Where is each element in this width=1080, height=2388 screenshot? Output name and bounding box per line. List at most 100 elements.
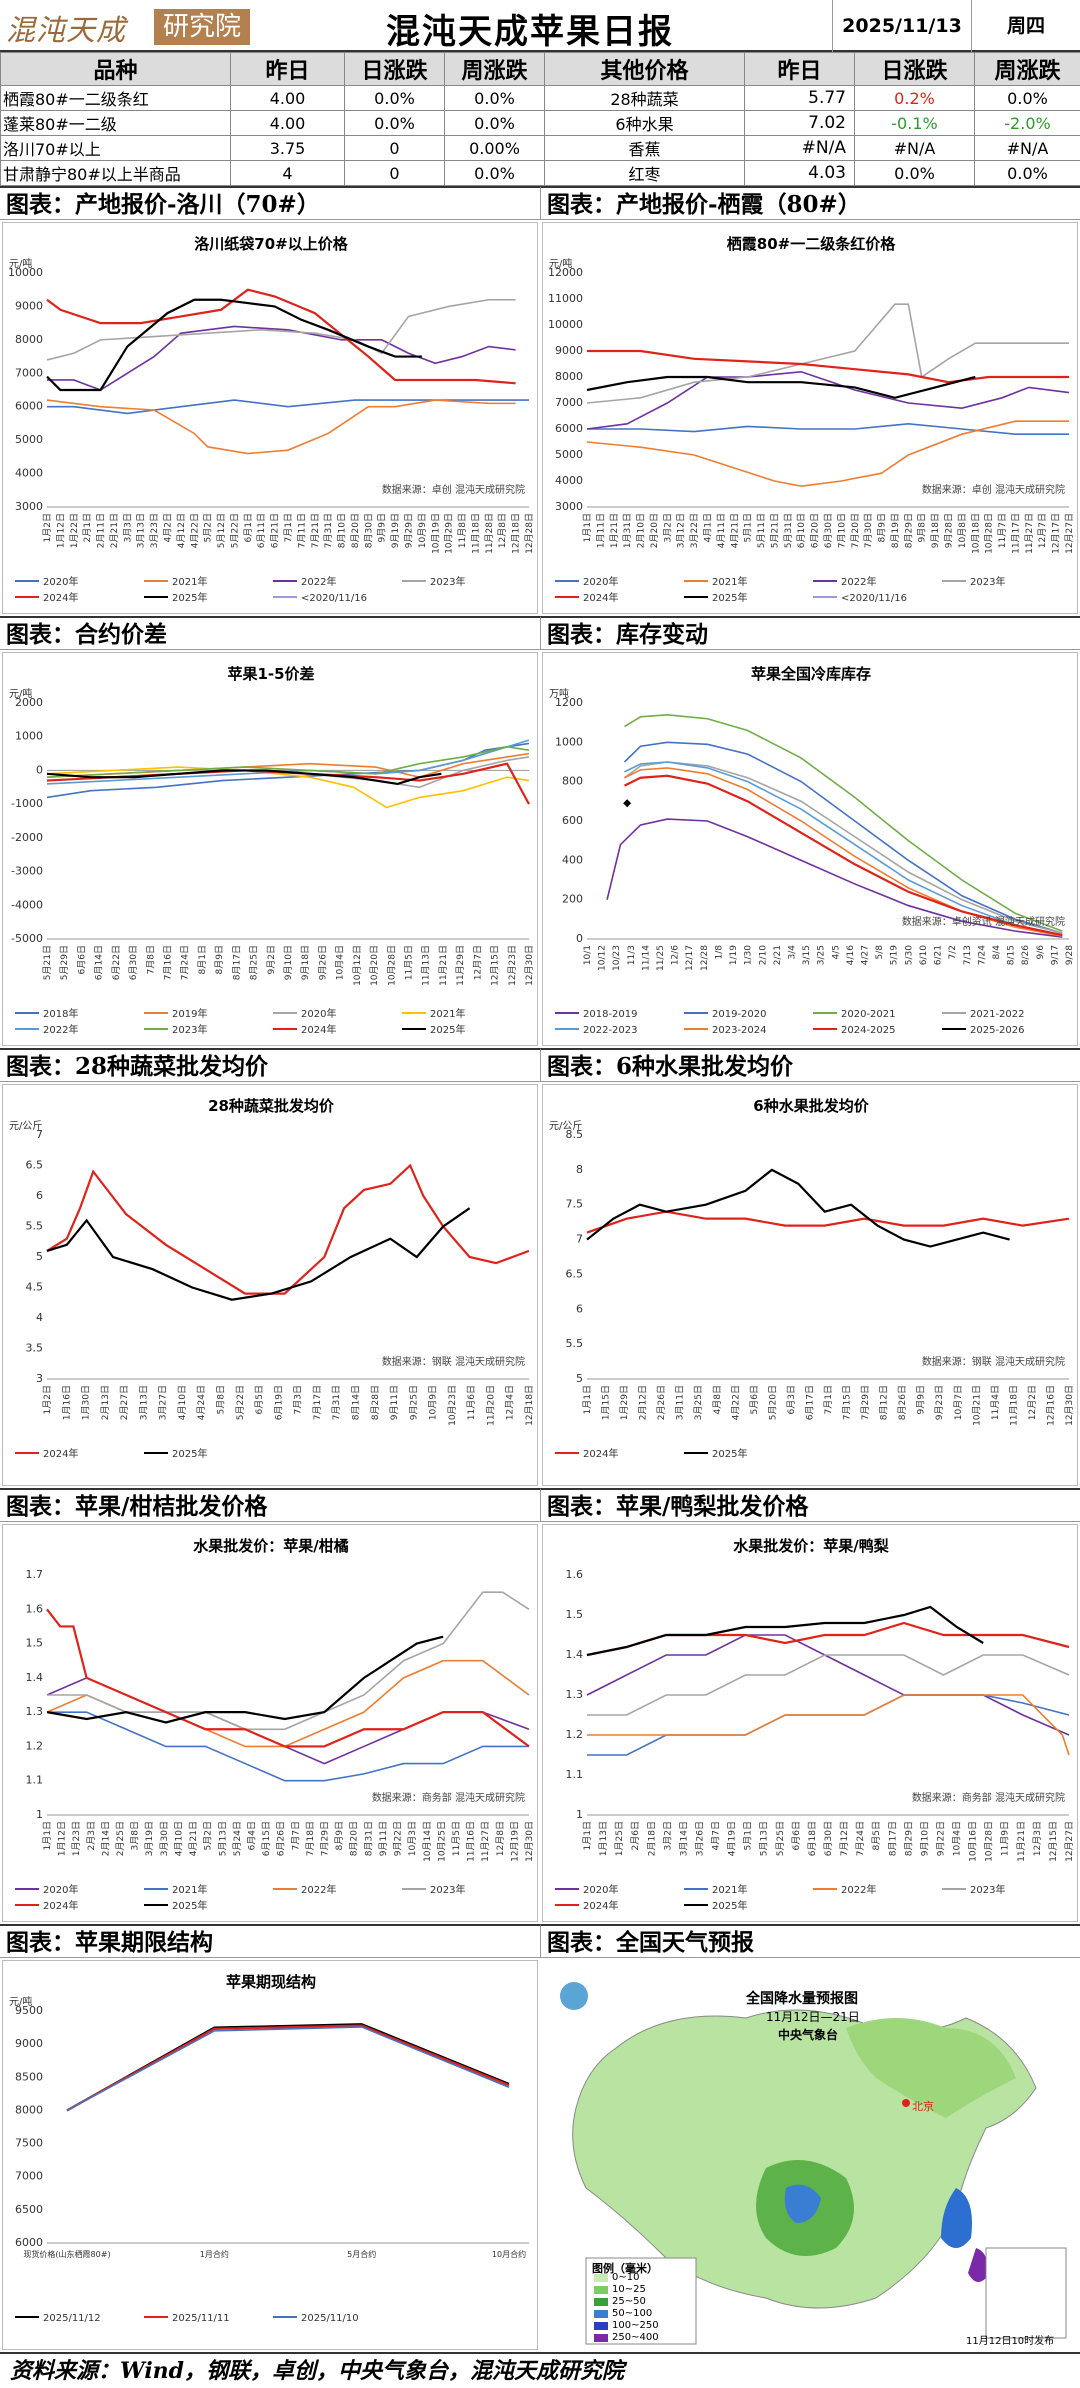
x-tick-label: 1月25日 [614,1821,625,1856]
x-tick-label: 12月18日 [524,1385,535,1426]
x-tick-label: 1月11日 [595,513,606,548]
beijing-label: 北京 [912,2100,934,2113]
table-cell-name: 栖霞80#一二级条红 [0,85,231,111]
x-tick-label: 8/4 [992,945,1002,960]
table-cell-day: 0 [344,160,445,186]
x-tick-label: 5月6日 [749,1385,760,1414]
y-tick-label: 1 [36,1808,43,1821]
x-tick-label: 7月29日 [860,1385,871,1420]
x-tick-label: 1月29日 [619,1385,630,1420]
legend-label: <2020/11/16 [301,593,367,604]
x-tick-label: 3月25日 [693,1385,704,1420]
x-tick-label: 5月21日 [42,945,53,980]
legend-entry: 0~10 [612,2272,640,2283]
x-tick-label: 2月14日 [100,1821,111,1856]
x-tick-label: 6月15日 [261,1821,272,1856]
x-tick-label: 12月7日 [1037,513,1048,548]
x-tick-label: 8月9日 [334,1821,345,1850]
x-tick-label: 5月1日 [743,1821,754,1850]
x-tick-label: 8月14日 [350,1385,361,1420]
x-tick-label: 11月9日 [1000,1821,1011,1856]
x-tick-label: 3月12日 [676,513,687,548]
section-title-apple-orange: 图表：苹果/柑桔批发价格 [0,1488,540,1522]
x-tick-label: 7月31日 [323,513,334,548]
x-tick-label: 10月23日 [447,1385,458,1426]
legend-label: 2024-2025 [841,1025,896,1036]
x-tick-label: 3月26日 [694,1821,705,1856]
x-tick-label: 10月29日 [444,513,455,554]
x-tick-label: 8月9日 [214,945,225,974]
x-tick-label: 2月21日 [109,513,120,548]
x-tick-label: 11月21日 [1016,1821,1027,1862]
y-tick-label: 8000 [15,333,43,346]
legend-label: 2021年 [712,1883,747,1896]
legend-label: 2022年 [301,575,336,588]
x-tick-label: 3月8日 [130,1821,141,1850]
x-tick-label: 1/30 [744,945,754,965]
series-line [46,298,422,392]
table-cell-oday: #N/A [854,135,975,161]
x-tick-label: 5月29日 [59,945,70,980]
x-tick-label: 3月3日 [122,513,133,542]
chart-title: 栖霞80#一二级条红价格 [727,235,896,253]
x-tick-label: 8月25日 [249,945,260,980]
x-tick-label: 8月29日 [903,513,914,548]
y-tick-label: 8000 [15,2103,43,2116]
series-line [587,1694,1070,1756]
x-tick-label: 7/13 [963,945,973,965]
x-tick-label: 6月10日 [796,513,807,548]
x-tick-label: 1月30日 [81,1385,92,1420]
x-tick-label: 1月1日 [42,1821,53,1850]
x-tick-label: 1月1日 [582,1821,593,1850]
y-tick-label: 9500 [15,2004,43,2017]
table-cell-oname: 28种蔬菜 [544,85,745,111]
legend-label: 2018-2019 [583,1009,638,1020]
y-tick-label: 0 [36,763,43,776]
x-tick-label: 8月29日 [903,1821,914,1856]
x-tick-label: 8月9日 [877,513,888,542]
x-tick-label: 7月31日 [331,1385,342,1420]
chart-title: 6种水果批发均价 [753,1097,869,1115]
cma-logo-icon [560,1982,588,2010]
y-tick-label: 1.1 [566,1768,584,1781]
x-tick-label: 8月12日 [879,1385,890,1420]
x-tick-label: 9月10日 [919,1821,930,1856]
x-tick-label: 11月5日 [451,1821,462,1856]
x-tick-label: 5月11日 [756,513,767,548]
brand-logo: 混沌天成 研究院 [4,3,254,47]
legend-entry: 250~400 [612,2332,659,2343]
y-tick-label: 1 [576,1808,583,1821]
x-tick-label: 10月18日 [970,513,981,554]
legend-label: 2022年 [841,1883,876,1896]
table-cell-oprev: #N/A [744,135,855,161]
chart-panel-qixia: 栖霞80#一二级条红价格 元/吨 3000 4000 5000 6000 7000 8000 9… [542,222,1078,614]
x-tick-label: 11月16日 [466,1821,477,1862]
x-tick-label: 12月23日 [507,945,518,986]
y-tick-label: 7000 [15,366,43,379]
x-tick-label: 11月27日 [1024,513,1035,554]
legend-label: 2020年 [43,575,78,588]
series-line [66,2026,510,2112]
legend-label: 2025-2026 [970,1025,1025,1036]
y-tick-label: 9000 [15,2037,43,2050]
legend-entry: 50~100 [612,2308,653,2319]
x-tick-label: 5月13日 [217,1821,228,1856]
x-tick-label: 10月16日 [968,1821,979,1862]
section-title-qixia: 图表：产地报价-栖霞（80#） [540,186,1080,220]
x-tick-label: 4月21日 [188,1821,199,1856]
y-tick-label: 3 [36,1372,43,1385]
y-tick-label: 6000 [15,400,43,413]
chart-panel-apple-orange: 水果批发价：苹果/柑橘 1 1.1 1.2 1.3 1.4 1.5 1.6 1.7 1月1日 1月1… [2,1524,538,1922]
x-tick-label: 6月26日 [276,1821,287,1856]
data-source-label: 数据来源：卓创 混沌天成研究院 [922,483,1065,496]
y-tick-label: 6.5 [26,1159,44,1172]
x-tick-label: 10月21日 [971,1385,982,1426]
legend-title: 图例（毫米） [592,2262,658,2275]
x-tick-label: 6月6日 [791,1821,802,1850]
x-tick-label: 11月18日 [470,513,481,554]
x-tick-label: 12月28日 [524,513,535,554]
x-tick-label: 8月1日 [197,945,208,974]
x-tick-label: 5月13日 [759,1821,770,1856]
y-tick-label: 7000 [15,2170,43,2183]
chart-title: 洛川纸袋70#以上价格 [194,235,348,253]
